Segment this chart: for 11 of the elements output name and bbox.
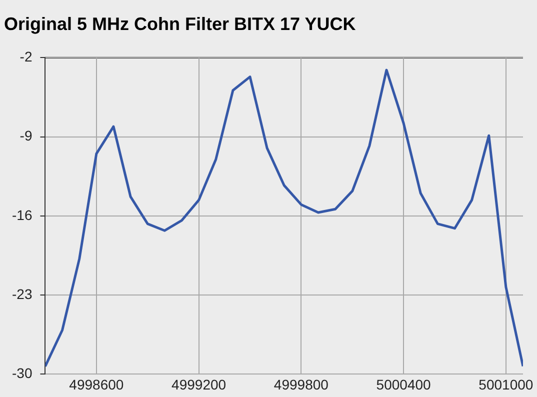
chart-title: Original 5 MHz Cohn Filter BITX 17 YUCK [4, 14, 356, 34]
y-tick-label: -9 [20, 128, 32, 144]
x-tick-label: 4999200 [172, 376, 226, 392]
x-tick-label: 5000400 [376, 376, 432, 392]
y-tick-label: -16 [12, 206, 32, 223]
x-tick-label: 5001000 [478, 376, 534, 392]
x-tick-label: 4998600 [69, 376, 124, 392]
x-tick-label: 4999800 [274, 376, 329, 392]
y-tick-label: -30 [12, 365, 32, 382]
y-tick-label: -2 [20, 48, 32, 64]
y-tick-label: -23 [12, 286, 32, 302]
